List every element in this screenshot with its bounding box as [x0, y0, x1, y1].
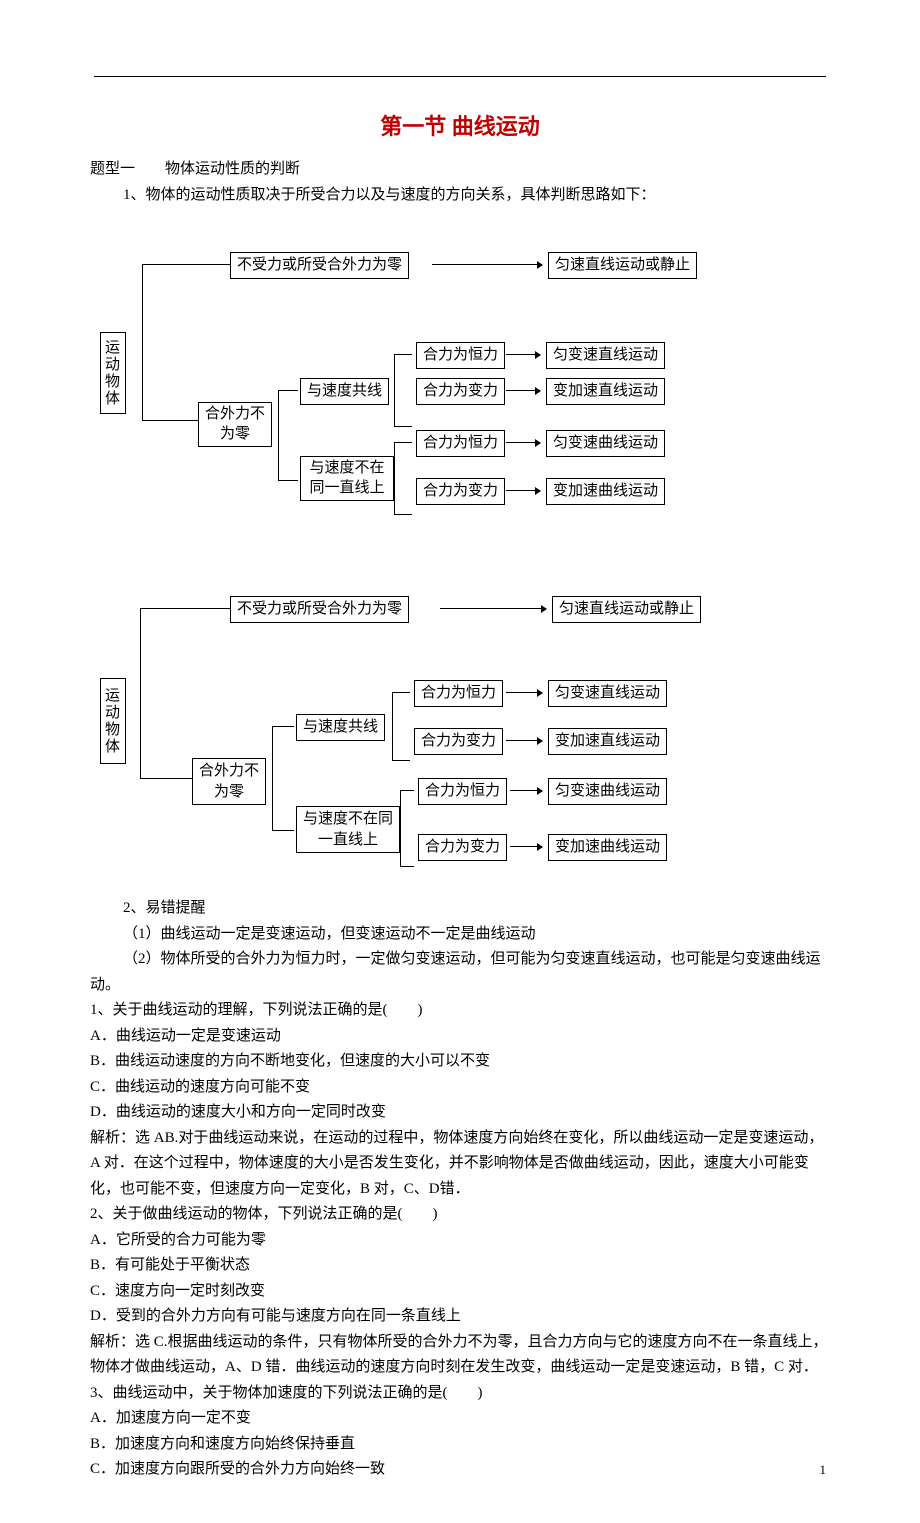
d-root: 运动物体	[100, 678, 126, 764]
q1-d: D．曲线运动的速度大小和方向一定同时改变	[90, 1100, 830, 1126]
node-b1-cond: 不受力或所受合外力为零	[230, 252, 409, 279]
q2-a: A．它所受的合力可能为零	[90, 1228, 830, 1254]
node-b-leaf0-res: 匀变速曲线运动	[546, 430, 665, 457]
q2-stem: 2、关于做曲线运动的物体，下列说法正确的是( )	[90, 1202, 830, 1228]
node-a-leaf0-res: 匀变速直线运动	[546, 342, 665, 369]
d-a0r: 匀变速直线运动	[548, 680, 667, 707]
d-b2c: 合外力不为零	[192, 758, 266, 805]
node-b-leaf1-res: 变加速曲线运动	[546, 478, 665, 505]
d-b1c2: 合力为变力	[418, 834, 507, 861]
d-b1r: 匀速直线运动或静止	[552, 596, 701, 623]
flow-diagram: 运动物体 不受力或所受合外力为零 匀速直线运动或静止 合外力不为零 与速度共线	[90, 222, 830, 552]
section-heading: 题型一 物体运动性质的判断	[90, 157, 830, 183]
q3-a: A．加速度方向一定不变	[90, 1406, 830, 1432]
reminder-1: （1）曲线运动一定是变速运动，但变速运动不一定是曲线运动	[90, 922, 830, 948]
d-b0c: 合力为恒力	[418, 778, 507, 805]
q2-d: D．受到的合外力方向有可能与速度方向在同一条直线上	[90, 1304, 830, 1330]
q1-c: C．曲线运动的速度方向可能不变	[90, 1075, 830, 1101]
node-root: 运动物体	[100, 332, 126, 414]
node-b2-cond: 合外力不为零	[198, 402, 272, 447]
d-a1r: 变加速直线运动	[548, 728, 667, 755]
page-title: 第一节 曲线运动	[90, 108, 830, 145]
q1-b: B．曲线运动速度的方向不断地变化，但速度的大小可以不变	[90, 1049, 830, 1075]
d-b0r: 匀变速曲线运动	[548, 778, 667, 805]
q2-expl: 解析：选 C.根据曲线运动的条件，只有物体所受的合外力不为零，且合力方向与它的速…	[90, 1330, 830, 1381]
node-b-leaf1-cond: 合力为变力	[416, 478, 505, 505]
flow-diagram-clean: 运动物体 不受力或所受合外力为零 匀速直线运动或静止 合外力不为零 与速度共线	[90, 566, 830, 886]
node-b1-res: 匀速直线运动或静止	[548, 252, 697, 279]
q2-c: C．速度方向一定时刻改变	[90, 1279, 830, 1305]
q1-expl: 解析：选 AB.对于曲线运动来说，在运动的过程中，物体速度方向始终在变化，所以曲…	[90, 1126, 830, 1203]
reminder-heading: 2、易错提醒	[90, 896, 830, 922]
q3-c: C．加速度方向跟所受的合外力方向始终一致	[90, 1457, 830, 1483]
d-b1r2: 变加速曲线运动	[548, 834, 667, 861]
q2-b: B．有可能处于平衡状态	[90, 1253, 830, 1279]
d-sa: 与速度共线	[296, 714, 385, 741]
q3-b: B．加速度方向和速度方向始终保持垂直	[90, 1432, 830, 1458]
reminder-2: （2）物体所受的合外力为恒力时，一定做匀变速运动，但可能为匀变速直线运动，也可能…	[90, 947, 830, 998]
node-a-leaf0-cond: 合力为恒力	[416, 342, 505, 369]
d-a1c: 合力为变力	[414, 728, 503, 755]
node-sub-b: 与速度不在同一直线上	[300, 456, 394, 501]
d-b1c: 不受力或所受合外力为零	[230, 596, 409, 623]
d-sb: 与速度不在同一直线上	[296, 806, 400, 853]
page-number: 1	[820, 1459, 827, 1481]
node-a-leaf1-res: 变加速直线运动	[546, 378, 665, 405]
node-b-leaf0-cond: 合力为恒力	[416, 430, 505, 457]
q1-stem: 1、关于曲线运动的理解，下列说法正确的是( )	[90, 998, 830, 1024]
node-sub-a: 与速度共线	[300, 378, 389, 405]
d-a0c: 合力为恒力	[414, 680, 503, 707]
q3-stem: 3、曲线运动中，关于物体加速度的下列说法正确的是( )	[90, 1381, 830, 1407]
intro-text: 1、物体的运动性质取决于所受合力以及与速度的方向关系，具体判断思路如下：	[90, 183, 830, 209]
q1-a: A．曲线运动一定是变速运动	[90, 1024, 830, 1050]
node-a-leaf1-cond: 合力为变力	[416, 378, 505, 405]
